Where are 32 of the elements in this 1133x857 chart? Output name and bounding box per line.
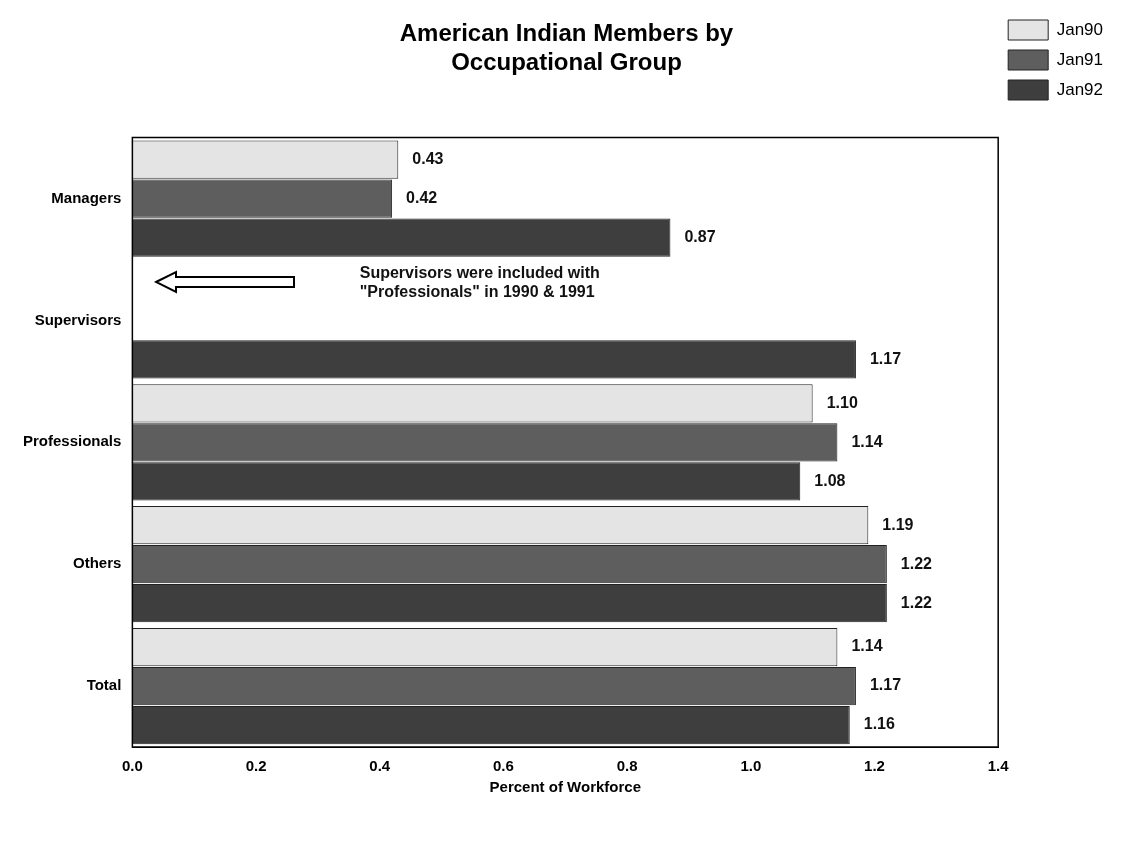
- data-label: 1.16: [863, 715, 895, 733]
- y-tick-label: Others: [73, 554, 122, 572]
- data-label: 1.22: [900, 554, 933, 572]
- y-tick-label: Supervisors: [34, 310, 122, 328]
- x-tick-label: 0.6: [493, 757, 514, 775]
- legend-label: Jan92: [1056, 79, 1104, 99]
- x-tick-label: 1.4: [987, 757, 1010, 775]
- legend-label: Jan90: [1056, 19, 1104, 39]
- annotation: Supervisors were included with "Professionals" in 1990 & 1991: [359, 263, 600, 300]
- x-tick-label: 0.2: [245, 757, 267, 775]
- x-tick-label: 1.0: [740, 757, 762, 775]
- data-label: 1.22: [900, 593, 933, 611]
- data-label: 1.14: [851, 637, 883, 655]
- data-label: 1.14: [851, 432, 883, 450]
- y-tick-label: Total: [86, 676, 122, 694]
- data-label: 1.19: [882, 515, 914, 533]
- x-tick-label: 0.4: [369, 757, 391, 775]
- data-label: 1.10: [826, 393, 858, 411]
- data-label: 0.87: [684, 227, 716, 245]
- data-label: 1.08: [814, 471, 846, 489]
- data-label: 0.42: [406, 188, 438, 206]
- y-tick-label: Professionals: [23, 432, 122, 450]
- x-tick-label: 0.8: [616, 757, 638, 775]
- data-label: 0.43: [412, 149, 444, 167]
- data-label: 1.17: [869, 349, 902, 367]
- x-tick-label: 0.0: [121, 757, 143, 775]
- y-tick-label: Managers: [51, 188, 122, 206]
- legend-label: Jan91: [1056, 49, 1104, 69]
- data-label: 1.17: [869, 676, 902, 694]
- x-tick-label: 1.2: [864, 757, 885, 775]
- x-axis-title: Percent of Workforce: [489, 778, 641, 796]
- chart-title: American Indian Members by Occupational Group: [399, 19, 734, 75]
